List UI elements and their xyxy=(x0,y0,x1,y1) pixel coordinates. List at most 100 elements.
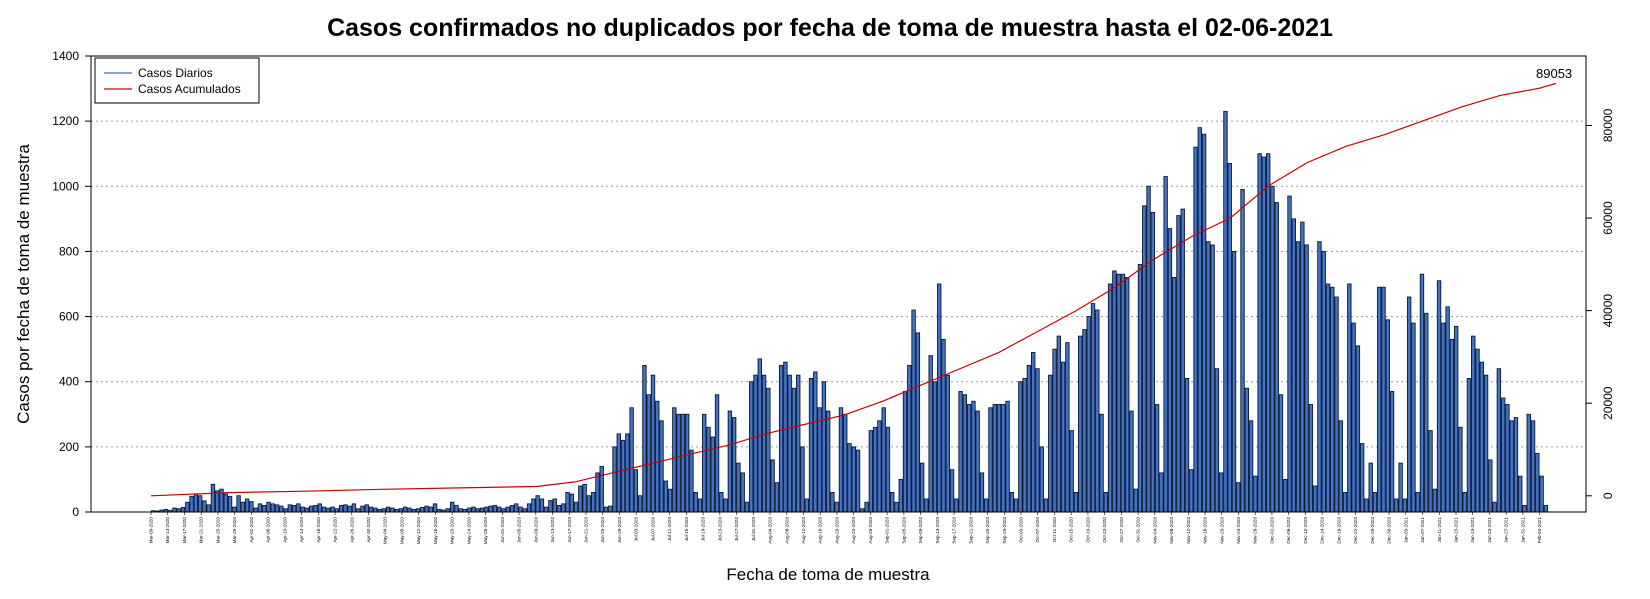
daily-bar xyxy=(1334,296,1339,513)
legend-box xyxy=(94,57,260,104)
daily-bar xyxy=(1381,286,1386,513)
daily-bar xyxy=(753,374,758,513)
daily-bar xyxy=(1231,250,1237,513)
x-tick-label: Jul-11-2020 xyxy=(667,517,672,541)
x-tick-label: Mar-21-2020 xyxy=(199,517,204,544)
daily-bar xyxy=(1201,133,1207,513)
daily-bar xyxy=(813,371,818,513)
x-tick-label: Oct-23-2020 xyxy=(1102,517,1107,543)
daily-bar xyxy=(693,492,698,513)
daily-bar xyxy=(496,506,502,513)
daily-bar xyxy=(637,495,643,513)
daily-bar xyxy=(488,505,493,513)
legend-label-daily: Casos Diarios xyxy=(138,66,213,80)
daily-bar xyxy=(723,498,728,513)
daily-bar xyxy=(1428,430,1433,513)
daily-bar xyxy=(907,364,912,513)
daily-bar xyxy=(257,503,263,513)
x-tick-label: Oct-27-2020 xyxy=(1119,517,1124,543)
daily-bar xyxy=(659,420,664,513)
daily-bar xyxy=(872,426,878,513)
daily-bar xyxy=(1330,286,1335,513)
daily-bar xyxy=(266,501,271,513)
x-tick-label: Dec-26-2020 xyxy=(1370,517,1375,544)
daily-bar xyxy=(180,506,186,513)
daily-bar xyxy=(304,507,310,513)
daily-bar xyxy=(778,364,784,513)
x-tick-label: Oct-03-2020 xyxy=(1018,517,1023,543)
daily-bar xyxy=(975,410,980,513)
x-tick-label: Apr-06-2020 xyxy=(266,517,271,543)
x-tick-label: Jul-31-2020 xyxy=(751,517,756,542)
daily-bar xyxy=(1351,322,1356,513)
chart-title: Casos confirmados no duplicados por fech… xyxy=(327,14,1333,42)
daily-bar xyxy=(1082,329,1087,513)
daily-bar xyxy=(1150,211,1156,513)
daily-bar xyxy=(253,507,258,513)
x-tick-label: Apr-10-2020 xyxy=(282,517,287,543)
legend: Casos Diarios Casos Acumulados xyxy=(94,57,260,104)
daily-bar xyxy=(663,480,668,513)
daily-bar xyxy=(749,381,754,513)
daily-bar xyxy=(193,493,199,513)
x-tick-label: Dec-22-2020 xyxy=(1353,517,1358,544)
daily-bar xyxy=(1445,306,1450,513)
grid-lines xyxy=(91,120,1586,448)
x-tick-label: Mar-13-2020 xyxy=(165,517,170,544)
daily-bar xyxy=(1133,488,1138,513)
daily-bar xyxy=(479,507,485,513)
daily-bar xyxy=(616,433,621,513)
daily-bar xyxy=(492,505,498,513)
daily-bar xyxy=(894,501,899,513)
daily-bar xyxy=(548,500,553,513)
x-tick-label: Jul-19-2020 xyxy=(701,517,706,542)
daily-bar xyxy=(1193,146,1198,513)
x-tick-label: May-24-2020 xyxy=(466,517,471,545)
daily-bar xyxy=(684,413,690,513)
daily-bar xyxy=(962,394,968,513)
daily-bar xyxy=(1432,488,1437,513)
daily-bar xyxy=(543,506,549,513)
daily-bar xyxy=(1218,472,1224,513)
daily-bar xyxy=(1347,283,1352,513)
bar-series xyxy=(150,110,1549,513)
daily-bar xyxy=(326,507,331,513)
daily-bar xyxy=(582,483,587,513)
x-tick-label: Jan-07-2021 xyxy=(1420,517,1425,543)
daily-bar xyxy=(1257,153,1262,513)
y-tick-label: 400 xyxy=(59,375,79,389)
daily-bar xyxy=(808,378,814,513)
daily-bar xyxy=(1415,492,1420,513)
daily-bar xyxy=(300,506,305,513)
daily-bar xyxy=(1402,498,1408,513)
daily-bar xyxy=(309,505,314,513)
daily-bar xyxy=(706,426,711,513)
daily-bar xyxy=(1031,351,1036,513)
daily-bar xyxy=(351,503,357,513)
daily-bar xyxy=(1026,364,1032,513)
x-tick-label: Nov-08-2020 xyxy=(1169,517,1174,544)
daily-bar xyxy=(1522,505,1527,513)
daily-bar xyxy=(877,420,882,513)
daily-bar xyxy=(287,504,293,513)
daily-bar xyxy=(1377,286,1382,513)
daily-bar xyxy=(1483,374,1489,513)
x-tick-label: Jan-19-2021 xyxy=(1470,517,1475,543)
daily-bar xyxy=(206,504,211,513)
daily-bar xyxy=(915,332,921,513)
daily-bar xyxy=(1424,312,1429,513)
daily-bar xyxy=(1321,250,1326,513)
daily-bar xyxy=(185,501,190,513)
y2-tick-label: 60000 xyxy=(1601,201,1615,235)
daily-bar xyxy=(736,462,741,513)
y2-tick-label: 40000 xyxy=(1601,294,1615,328)
daily-bar xyxy=(223,493,228,513)
x-tick-label: May-12-2020 xyxy=(416,517,421,545)
x-tick-label: Jun-05-2020 xyxy=(517,517,522,543)
daily-bar xyxy=(1206,241,1211,513)
daily-bar xyxy=(518,506,523,513)
daily-bar xyxy=(766,387,771,513)
x-tick-label: Jan-23-2021 xyxy=(1487,517,1492,543)
daily-bar xyxy=(919,462,925,513)
y-tick-label: 1200 xyxy=(52,114,79,128)
